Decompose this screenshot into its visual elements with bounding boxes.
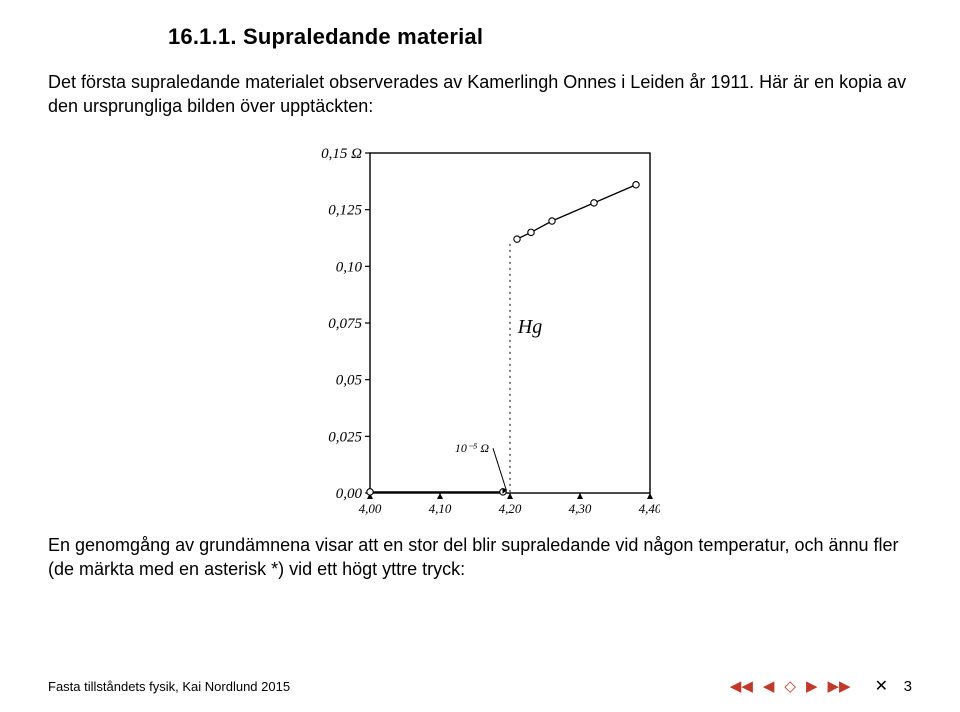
y-tick-label: 0,00 (336, 486, 363, 502)
nav-last-icon[interactable]: ▶▶ (828, 677, 851, 695)
y-tick-label: 0,10 (336, 259, 363, 275)
x-tick-label: 4,30 (569, 501, 592, 516)
pdf-nav: ◀◀ ◀ ◇ ▶ ▶▶ ✕ 3 (730, 676, 912, 696)
nav-goto-icon[interactable]: ◇ (784, 677, 796, 695)
section-heading: 16.1.1. Supraledande material (168, 24, 912, 50)
y-tick-label: 0,075 (328, 316, 362, 332)
threshold-annotation: 10⁻⁵ Ω (455, 441, 490, 455)
intro-paragraph: Det första supraledande materialet obser… (48, 70, 912, 119)
x-tick-label: 4,10 (429, 501, 452, 516)
nav-first-icon[interactable]: ◀◀ (730, 677, 753, 695)
y-tick-label: 0,125 (328, 202, 362, 218)
page-number: 3 (898, 678, 912, 695)
y-tick-label: 0,05 (336, 372, 363, 388)
resistance-vs-temperature-chart: 0,00 0,025 0,05 0,075 0,10 0,125 0,15 Ω 4,00 4,1… (300, 133, 660, 523)
nav-prev-icon[interactable]: ◀ (763, 677, 775, 695)
y-tick-label: 0,15 Ω (321, 146, 362, 162)
x-tick-label: 4,00 (359, 501, 382, 516)
x-tick-label: 4,40 (639, 501, 660, 516)
followup-paragraph: En genomgång av grundämnena visar att en… (48, 533, 912, 582)
y-tick-label: 0,025 (328, 429, 362, 445)
nav-close-icon[interactable]: ✕ (875, 676, 888, 696)
nav-next-icon[interactable]: ▶ (806, 677, 818, 695)
element-label: Hg (517, 316, 542, 338)
footer-course-text: Fasta tillståndets fysik, Kai Nordlund 2… (48, 679, 290, 694)
x-tick-label: 4,20 (499, 501, 522, 516)
onnes-chart: 0,00 0,025 0,05 0,075 0,10 0,125 0,15 Ω 4,00 4,1… (48, 133, 912, 523)
